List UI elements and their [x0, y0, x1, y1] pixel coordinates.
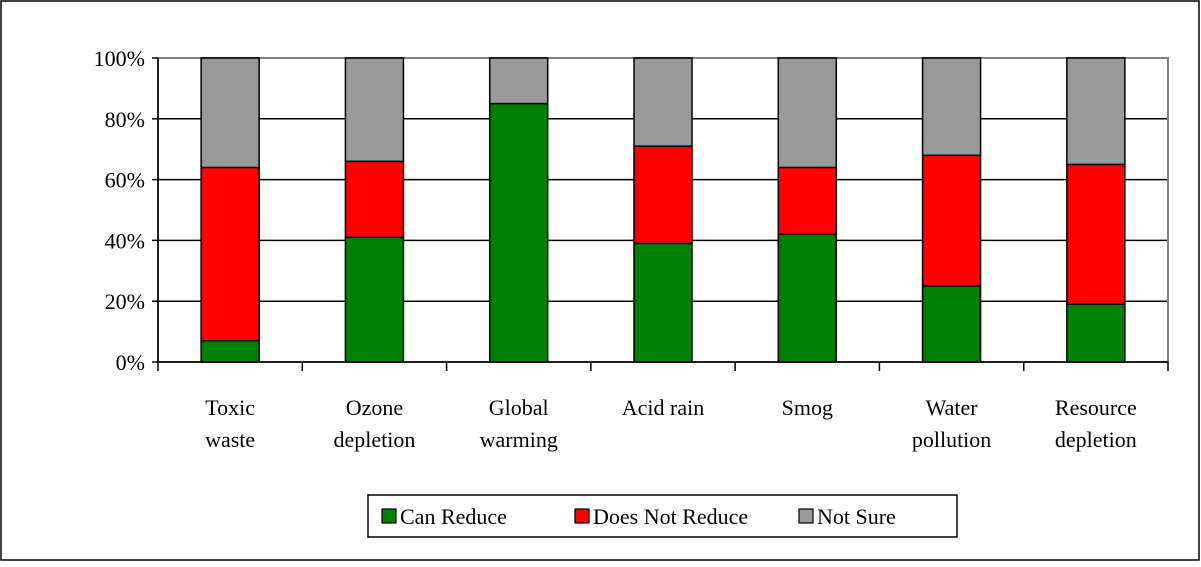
legend-swatch [574, 508, 590, 524]
bar-segment [344, 236, 405, 363]
x-tick-label: Global warming [480, 395, 558, 452]
y-tick-label: 40% [105, 228, 145, 253]
legend: Can Reduce Does Not Reduce Not Sure [367, 494, 958, 538]
bar-segment [633, 242, 693, 363]
bar-segment [633, 57, 693, 147]
bar-segment [921, 57, 982, 157]
legend-box [367, 494, 958, 538]
bar-segment [200, 339, 260, 363]
legend-label: Not Sure [817, 504, 896, 529]
x-tick-label: Ozone depletion [333, 395, 415, 452]
bar-segment [1066, 57, 1126, 166]
bar-segment [777, 57, 838, 169]
bar-segment [344, 57, 405, 163]
y-tick-label: 100% [94, 46, 145, 71]
bar-segment [1066, 163, 1126, 305]
bar-segment [921, 285, 982, 363]
x-tick-label: Water pollution [912, 395, 991, 452]
legend-label: Can Reduce [400, 504, 507, 529]
bar-segment [488, 102, 549, 363]
bar-segment [344, 160, 405, 239]
x-tick-label: Resource depletion [1055, 395, 1137, 452]
y-tick-label: 20% [105, 289, 145, 314]
bar-segment [1066, 303, 1126, 363]
bar-segment [488, 57, 549, 105]
y-tick-label: 80% [105, 107, 145, 132]
bar-segment [777, 166, 838, 236]
x-tick-label: Acid rain [622, 395, 704, 420]
x-tick-label: Smog [782, 395, 833, 420]
bar-segment [921, 154, 982, 287]
bar-segment [777, 233, 838, 363]
bar-segment [633, 145, 693, 245]
axes: 0% 20% 40% 60% 80% 100% Toxic waste Ozone depleti… [94, 46, 1169, 452]
legend-swatch [381, 508, 397, 524]
legend-label: Does Not Reduce [593, 504, 748, 529]
x-tick-label: Toxic waste [205, 395, 255, 452]
legend-swatch [798, 508, 814, 524]
bar-segment [200, 57, 260, 169]
y-tick-label: 60% [105, 168, 145, 193]
bar-segment [200, 166, 260, 342]
bars [200, 57, 1126, 363]
y-tick-label: 0% [116, 350, 145, 375]
